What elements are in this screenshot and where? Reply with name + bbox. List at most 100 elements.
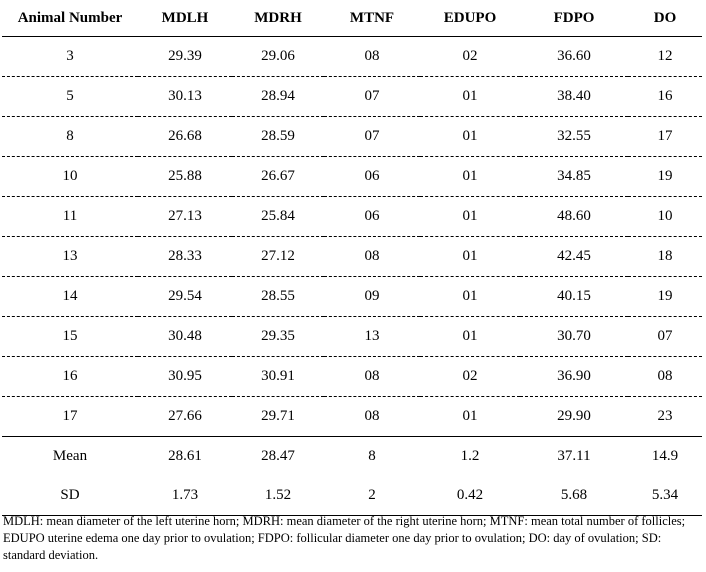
summary-cell: 28.61	[168, 448, 202, 464]
table-row: 5 30.13 28.94 07 01 38.40 16	[2, 77, 702, 117]
table-row: 10 25.88 26.67 06 01 34.85 19	[2, 157, 702, 197]
table-cell: 18	[657, 248, 673, 264]
table-cell: 29.35	[261, 328, 295, 344]
table-cell: 30.13	[168, 88, 202, 104]
table-cell: 07	[364, 88, 380, 104]
table-cell: 48.60	[557, 208, 591, 224]
table-row: 8 26.68 28.59 07 01 32.55 17	[2, 117, 702, 157]
summary-cell: 14.9	[651, 448, 679, 464]
summary-cell: 28.47	[261, 448, 295, 464]
table-cell: 06	[364, 168, 380, 184]
table-cell: 25.88	[168, 168, 202, 184]
table-cell: 19	[657, 288, 673, 304]
summary-cell: Mean	[52, 448, 88, 464]
header-row: Animal Number MDLH MDRH MTNF EDUPO FDPO DO	[2, 0, 702, 37]
summary-cell: 37.11	[557, 448, 591, 464]
table-row: 13 28.33 27.12 08 01 42.45 18	[2, 237, 702, 277]
table-cell: 01	[462, 408, 478, 424]
summary-cell: 0.42	[456, 487, 484, 503]
table-cell: 5	[66, 88, 74, 104]
column-header: MTNF	[349, 9, 395, 26]
table-body: 3 29.39 29.06 08 02 36.60 12 5 30.13 28.94 07 01 38.…	[2, 37, 702, 516]
table-cell: 08	[364, 408, 380, 424]
table-cell: 07	[657, 328, 673, 344]
summary-cell: 5.34	[651, 487, 679, 503]
table-cell: 26.67	[261, 168, 295, 184]
table-cell: 32.55	[557, 128, 591, 144]
table-cell: 28.94	[261, 88, 295, 104]
table-cell: 30.48	[168, 328, 202, 344]
table-cell: 17	[62, 408, 78, 424]
column-header: FDPO	[553, 9, 595, 26]
table-cell: 10	[657, 208, 673, 224]
table-cell: 08	[364, 248, 380, 264]
table-cell: 29.06	[261, 48, 295, 64]
table-cell: 40.15	[557, 288, 591, 304]
table-cell: 15	[62, 328, 78, 344]
table-cell: 01	[462, 248, 478, 264]
table-cell: 02	[462, 48, 478, 64]
table-cell: 02	[462, 368, 478, 384]
table-cell: 01	[462, 288, 478, 304]
data-table: Animal Number MDLH MDRH MTNF EDUPO FDPO DO 3 29…	[2, 0, 702, 516]
table-cell: 36.60	[557, 48, 591, 64]
table-cell: 8	[66, 128, 74, 144]
table-cell: 28.33	[168, 248, 202, 264]
table-cell: 01	[462, 208, 478, 224]
summary-cell: 2	[368, 487, 376, 503]
summary-cell: 1.73	[171, 487, 199, 503]
summary-cell: 1.2	[460, 448, 480, 464]
table-row: 14 29.54 28.55 09 01 40.15 19	[2, 277, 702, 317]
column-header: MDLH	[161, 9, 209, 26]
table-cell: 25.84	[261, 208, 295, 224]
table-cell: 30.95	[168, 368, 202, 384]
table-cell: 3	[66, 48, 74, 64]
table-cell: 27.66	[168, 408, 202, 424]
table-cell: 27.13	[168, 208, 202, 224]
table-cell: 01	[462, 128, 478, 144]
table-cell: 17	[657, 128, 673, 144]
table-row: 15 30.48 29.35 13 01 30.70 07	[2, 317, 702, 357]
table-cell: 10	[62, 168, 78, 184]
column-header: MDRH	[254, 9, 302, 26]
table-cell: 08	[364, 48, 380, 64]
table-cell: 38.40	[557, 88, 591, 104]
table-cell: 28.55	[261, 288, 295, 304]
table-row: 11 27.13 25.84 06 01 48.60 10	[2, 197, 702, 237]
table-cell: 01	[462, 328, 478, 344]
summary-cell: 8	[368, 448, 376, 464]
table-row: 3 29.39 29.06 08 02 36.60 12	[2, 37, 702, 77]
summary-row: SD 1.73 1.52 2 0.42 5.68 5.34	[2, 476, 702, 516]
table-cell: 12	[657, 48, 673, 64]
table-cell: 16	[657, 88, 673, 104]
table-cell: 34.85	[557, 168, 591, 184]
table-cell: 29.39	[168, 48, 202, 64]
table-row: 16 30.95 30.91 08 02 36.90 08	[2, 357, 702, 397]
table-cell: 01	[462, 88, 478, 104]
table-cell: 06	[364, 208, 380, 224]
column-header: Animal Number	[17, 9, 123, 26]
table-cell: 16	[62, 368, 78, 384]
table-cell: 13	[364, 328, 380, 344]
column-header: EDUPO	[443, 9, 497, 26]
table-footnote: MDLH: mean diameter of the left uterine …	[3, 514, 686, 562]
table-cell: 19	[657, 168, 673, 184]
table-cell: 29.54	[168, 288, 202, 304]
table-cell: 09	[364, 288, 380, 304]
table-row: 17 27.66 29.71 08 01 29.90 23	[2, 397, 702, 437]
table-cell: 30.70	[557, 328, 591, 344]
summary-cell: SD	[60, 487, 80, 503]
summary-row: Mean 28.61 28.47 8 1.2 37.11 14.9	[2, 437, 702, 477]
table-cell: 30.91	[261, 368, 295, 384]
table-cell: 11	[62, 208, 78, 224]
table-cell: 29.71	[261, 408, 295, 424]
table-cell: 36.90	[557, 368, 591, 384]
table-cell: 08	[364, 368, 380, 384]
table-cell: 01	[462, 168, 478, 184]
table-cell: 08	[657, 368, 673, 384]
table-cell: 27.12	[261, 248, 295, 264]
summary-cell: 5.68	[560, 487, 588, 503]
table-cell: 29.90	[557, 408, 591, 424]
table-cell: 14	[62, 288, 78, 304]
